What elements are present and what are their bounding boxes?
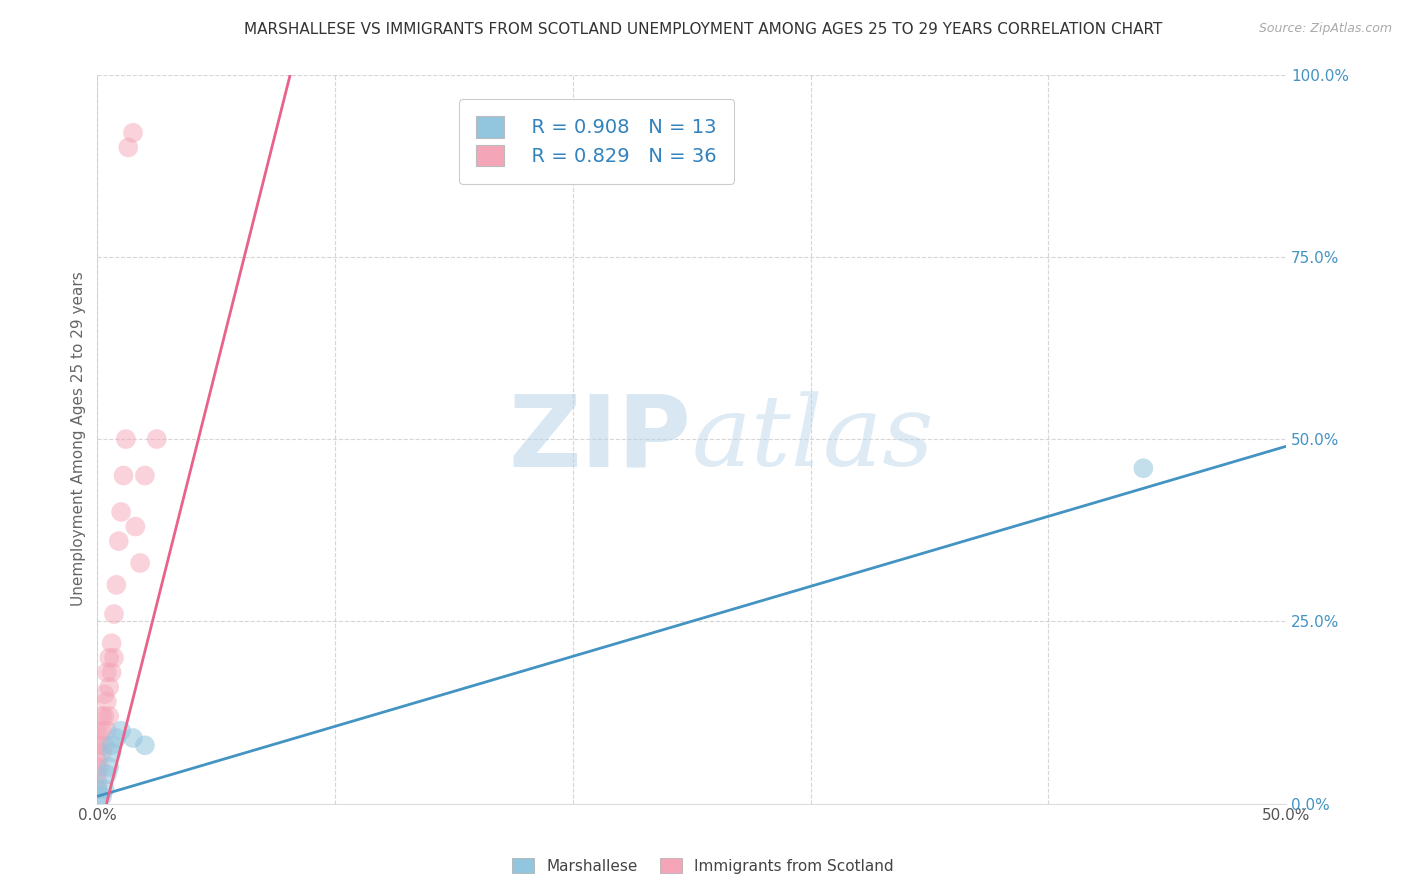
Point bbox=[93, 687, 115, 701]
Point bbox=[89, 760, 111, 774]
Point bbox=[91, 789, 114, 804]
Point bbox=[122, 126, 145, 140]
Point bbox=[100, 739, 122, 753]
Point bbox=[1132, 461, 1154, 475]
Point bbox=[134, 739, 156, 753]
Point bbox=[86, 739, 108, 753]
Point bbox=[129, 556, 152, 570]
Point bbox=[86, 774, 108, 789]
Point bbox=[86, 723, 108, 738]
Point bbox=[112, 468, 135, 483]
Point bbox=[91, 723, 114, 738]
Point bbox=[134, 468, 156, 483]
Point bbox=[98, 650, 121, 665]
Point bbox=[110, 723, 132, 738]
Legend: Marshallese, Immigrants from Scotland: Marshallese, Immigrants from Scotland bbox=[506, 852, 900, 880]
Point bbox=[115, 432, 138, 446]
Point bbox=[86, 760, 108, 774]
Point bbox=[124, 519, 146, 533]
Point bbox=[86, 753, 108, 767]
Point bbox=[107, 534, 129, 549]
Point bbox=[93, 709, 115, 723]
Point bbox=[96, 767, 118, 781]
Point bbox=[98, 680, 121, 694]
Point bbox=[86, 789, 108, 804]
Text: atlas: atlas bbox=[692, 392, 935, 487]
Point bbox=[103, 650, 125, 665]
Point bbox=[100, 636, 122, 650]
Point bbox=[91, 746, 114, 760]
Point bbox=[96, 665, 118, 680]
Point bbox=[110, 505, 132, 519]
Point bbox=[86, 767, 108, 781]
Legend:   R = 0.908   N = 13,   R = 0.829   N = 36: R = 0.908 N = 13, R = 0.829 N = 36 bbox=[458, 99, 734, 184]
Point bbox=[98, 760, 121, 774]
Point bbox=[86, 782, 108, 797]
Point bbox=[91, 709, 114, 723]
Point bbox=[93, 739, 115, 753]
Point bbox=[117, 140, 139, 154]
Point bbox=[96, 694, 118, 708]
Point bbox=[105, 578, 128, 592]
Point bbox=[103, 607, 125, 621]
Point bbox=[93, 782, 115, 797]
Text: Source: ZipAtlas.com: Source: ZipAtlas.com bbox=[1258, 22, 1392, 36]
Point bbox=[100, 665, 122, 680]
Y-axis label: Unemployment Among Ages 25 to 29 years: Unemployment Among Ages 25 to 29 years bbox=[72, 272, 86, 607]
Text: ZIP: ZIP bbox=[509, 391, 692, 488]
Point bbox=[89, 739, 111, 753]
Point bbox=[96, 723, 118, 738]
Text: MARSHALLESE VS IMMIGRANTS FROM SCOTLAND UNEMPLOYMENT AMONG AGES 25 TO 29 YEARS C: MARSHALLESE VS IMMIGRANTS FROM SCOTLAND … bbox=[243, 22, 1163, 37]
Point bbox=[105, 731, 128, 745]
Point bbox=[100, 746, 122, 760]
Point bbox=[98, 709, 121, 723]
Point bbox=[122, 731, 145, 745]
Point bbox=[86, 782, 108, 797]
Point bbox=[146, 432, 169, 446]
